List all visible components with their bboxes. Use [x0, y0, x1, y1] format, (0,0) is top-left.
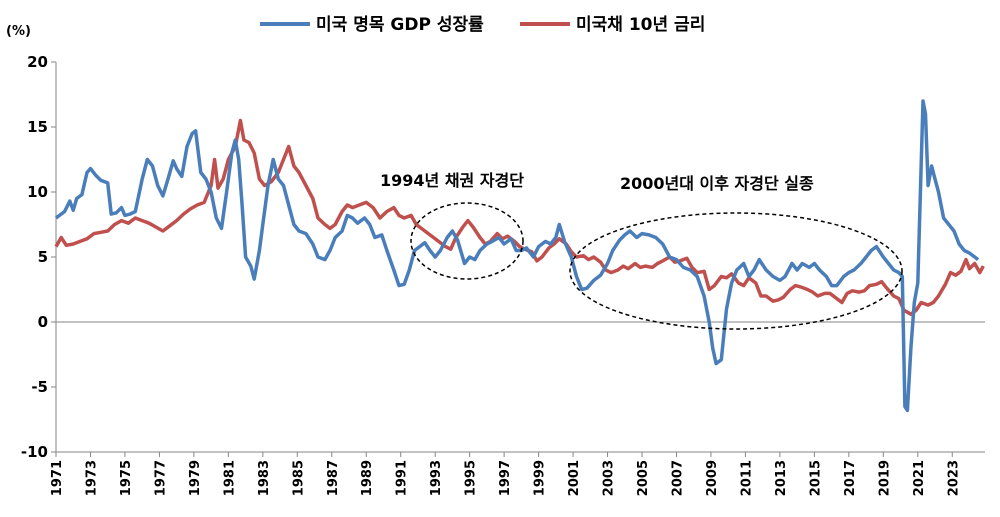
x-tick-label: 2001	[567, 460, 582, 496]
annotations: 1994년 채권 자경단 2000년대 이후 자경단 실종	[380, 171, 903, 330]
x-tick-label: 2023	[946, 460, 961, 496]
x-tick-label: 2019	[877, 460, 892, 496]
y-tick-label: 20	[27, 53, 48, 71]
y-tick-label: 15	[27, 118, 48, 136]
x-tick-label: 1991	[395, 460, 410, 496]
x-tick-label: 2015	[808, 460, 823, 496]
x-tick-label: 1993	[429, 460, 444, 496]
annotation-ellipse-2000s	[569, 212, 903, 330]
x-tick-label: 1989	[360, 460, 375, 496]
x-tick-label: 1983	[257, 460, 272, 496]
x-tick-label: 1979	[188, 460, 203, 496]
unit-label: (%)	[6, 24, 31, 39]
x-tick-label: 1995	[464, 460, 479, 496]
x-tick-label: 1985	[291, 460, 306, 496]
y-ticks: 20 15 10 5 0 -5 -10	[21, 53, 56, 461]
y-tick-label: -5	[31, 378, 48, 396]
x-tick-label: 1975	[119, 460, 134, 496]
x-tick-label: 2007	[670, 460, 685, 496]
x-ticks: 1971 1973 1975 1977 1979 1981 1983 1985 1987 1989…	[50, 452, 961, 496]
x-tick-label: 2017	[843, 460, 858, 496]
y-tick-label: -10	[21, 443, 48, 461]
annotation-1994: 1994년 채권 자경단	[380, 171, 524, 190]
legend: 미국 명목 GDP 성장률 미국채 10년 금리	[260, 15, 705, 35]
annotation-ellipse-1994	[410, 202, 524, 280]
x-tick-label: 1997	[498, 460, 513, 496]
x-tick-label: 2013	[774, 460, 789, 496]
x-tick-label: 1977	[153, 460, 168, 496]
x-tick-label: 1973	[84, 460, 99, 496]
x-tick-label: 2009	[705, 460, 720, 496]
y-tick-label: 5	[38, 248, 48, 266]
x-tick-label: 1999	[533, 460, 548, 496]
x-tick-label: 2003	[602, 460, 617, 496]
x-tick-label: 1971	[50, 460, 65, 496]
series-group	[54, 99, 985, 413]
y-tick-label: 0	[38, 313, 48, 331]
x-tick-label: 2021	[912, 460, 927, 496]
series-line-nominal-gdp	[54, 99, 980, 413]
y-tick-label: 10	[27, 183, 48, 201]
series-line-treasury-10y	[54, 118, 985, 316]
x-tick-label: 2005	[636, 460, 651, 496]
legend-label-nominal-gdp: 미국 명목 GDP 성장률	[316, 15, 484, 35]
x-tick-label: 2011	[739, 460, 754, 496]
legend-label-treasury-10y: 미국채 10년 금리	[576, 15, 705, 35]
x-tick-label: 1987	[326, 460, 341, 496]
annotation-2000s: 2000년대 이후 자경단 실종	[620, 174, 814, 193]
x-tick-label: 1981	[222, 460, 237, 496]
